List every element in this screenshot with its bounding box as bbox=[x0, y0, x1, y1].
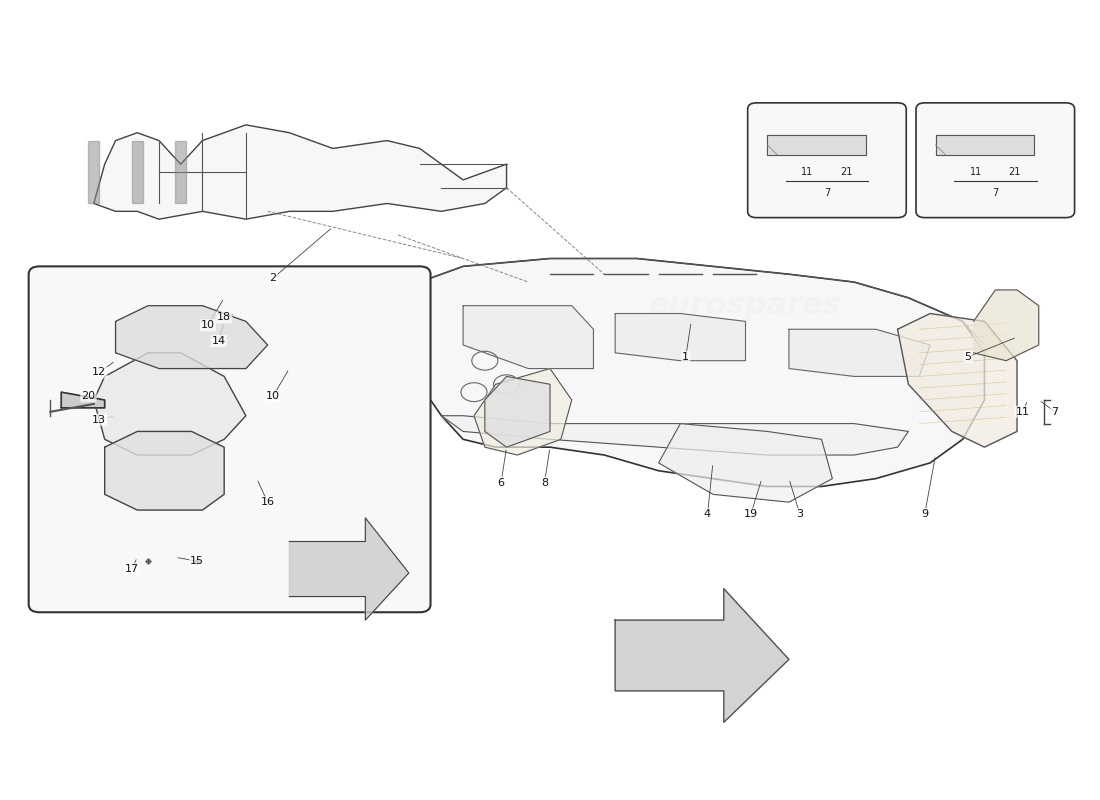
Text: 13: 13 bbox=[92, 414, 107, 425]
Text: 9: 9 bbox=[921, 509, 928, 519]
Polygon shape bbox=[94, 125, 507, 219]
Text: 3: 3 bbox=[796, 509, 803, 519]
Text: 21: 21 bbox=[1009, 167, 1021, 178]
Text: 15: 15 bbox=[190, 556, 204, 566]
Text: 4: 4 bbox=[704, 509, 711, 519]
Text: 19: 19 bbox=[744, 509, 758, 519]
Text: 14: 14 bbox=[211, 336, 226, 346]
Bar bbox=[132, 141, 143, 203]
Text: 6: 6 bbox=[497, 478, 505, 487]
Polygon shape bbox=[474, 369, 572, 455]
FancyBboxPatch shape bbox=[748, 103, 906, 218]
Polygon shape bbox=[441, 416, 909, 455]
FancyBboxPatch shape bbox=[29, 266, 430, 612]
Text: 20: 20 bbox=[81, 391, 96, 401]
Polygon shape bbox=[116, 306, 267, 369]
Polygon shape bbox=[615, 589, 789, 722]
Bar bbox=[936, 134, 1034, 155]
Text: 17: 17 bbox=[124, 564, 139, 574]
FancyBboxPatch shape bbox=[916, 103, 1075, 218]
Polygon shape bbox=[463, 306, 593, 369]
Polygon shape bbox=[974, 290, 1038, 361]
Bar bbox=[767, 134, 866, 155]
Bar bbox=[88, 141, 99, 203]
Text: 10: 10 bbox=[266, 391, 280, 401]
Text: 2: 2 bbox=[270, 273, 276, 283]
Text: 8: 8 bbox=[541, 478, 548, 487]
Polygon shape bbox=[104, 431, 224, 510]
Text: 10: 10 bbox=[201, 320, 214, 330]
Text: 11: 11 bbox=[801, 167, 814, 178]
Text: 1: 1 bbox=[682, 352, 690, 362]
Polygon shape bbox=[94, 353, 246, 455]
Polygon shape bbox=[898, 314, 1018, 447]
Polygon shape bbox=[62, 392, 104, 408]
Text: 7: 7 bbox=[992, 188, 999, 198]
Bar bbox=[175, 141, 186, 203]
Text: 5: 5 bbox=[965, 352, 971, 362]
Text: 18: 18 bbox=[217, 313, 231, 322]
Polygon shape bbox=[485, 377, 550, 447]
Text: 12: 12 bbox=[92, 367, 107, 378]
Polygon shape bbox=[409, 258, 984, 486]
Text: eurospares: eurospares bbox=[214, 291, 407, 320]
Text: 7: 7 bbox=[1052, 406, 1058, 417]
Text: 11: 11 bbox=[969, 167, 982, 178]
Polygon shape bbox=[289, 518, 409, 620]
Polygon shape bbox=[789, 330, 931, 377]
Polygon shape bbox=[615, 314, 746, 361]
Bar bbox=[936, 134, 1034, 155]
Text: 21: 21 bbox=[840, 167, 852, 178]
Bar bbox=[767, 134, 866, 155]
Text: 11: 11 bbox=[1015, 406, 1030, 417]
Polygon shape bbox=[659, 423, 833, 502]
Text: eurospares: eurospares bbox=[649, 291, 842, 320]
Text: 7: 7 bbox=[824, 188, 830, 198]
Text: 16: 16 bbox=[261, 497, 275, 507]
